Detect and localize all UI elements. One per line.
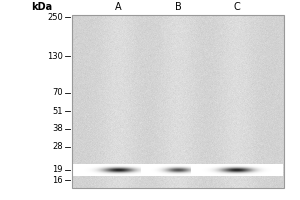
Text: 250: 250 xyxy=(47,13,63,22)
Text: 51: 51 xyxy=(52,107,63,116)
Text: 130: 130 xyxy=(47,52,63,61)
Text: 28: 28 xyxy=(52,142,63,151)
Text: 16: 16 xyxy=(52,176,63,185)
Text: C: C xyxy=(234,2,241,12)
Text: kDa: kDa xyxy=(32,2,52,12)
Text: B: B xyxy=(175,2,182,12)
Text: 19: 19 xyxy=(52,165,63,174)
Text: A: A xyxy=(115,2,122,12)
Bar xyxy=(72,15,284,188)
Text: 38: 38 xyxy=(52,124,63,133)
Text: 70: 70 xyxy=(52,88,63,97)
